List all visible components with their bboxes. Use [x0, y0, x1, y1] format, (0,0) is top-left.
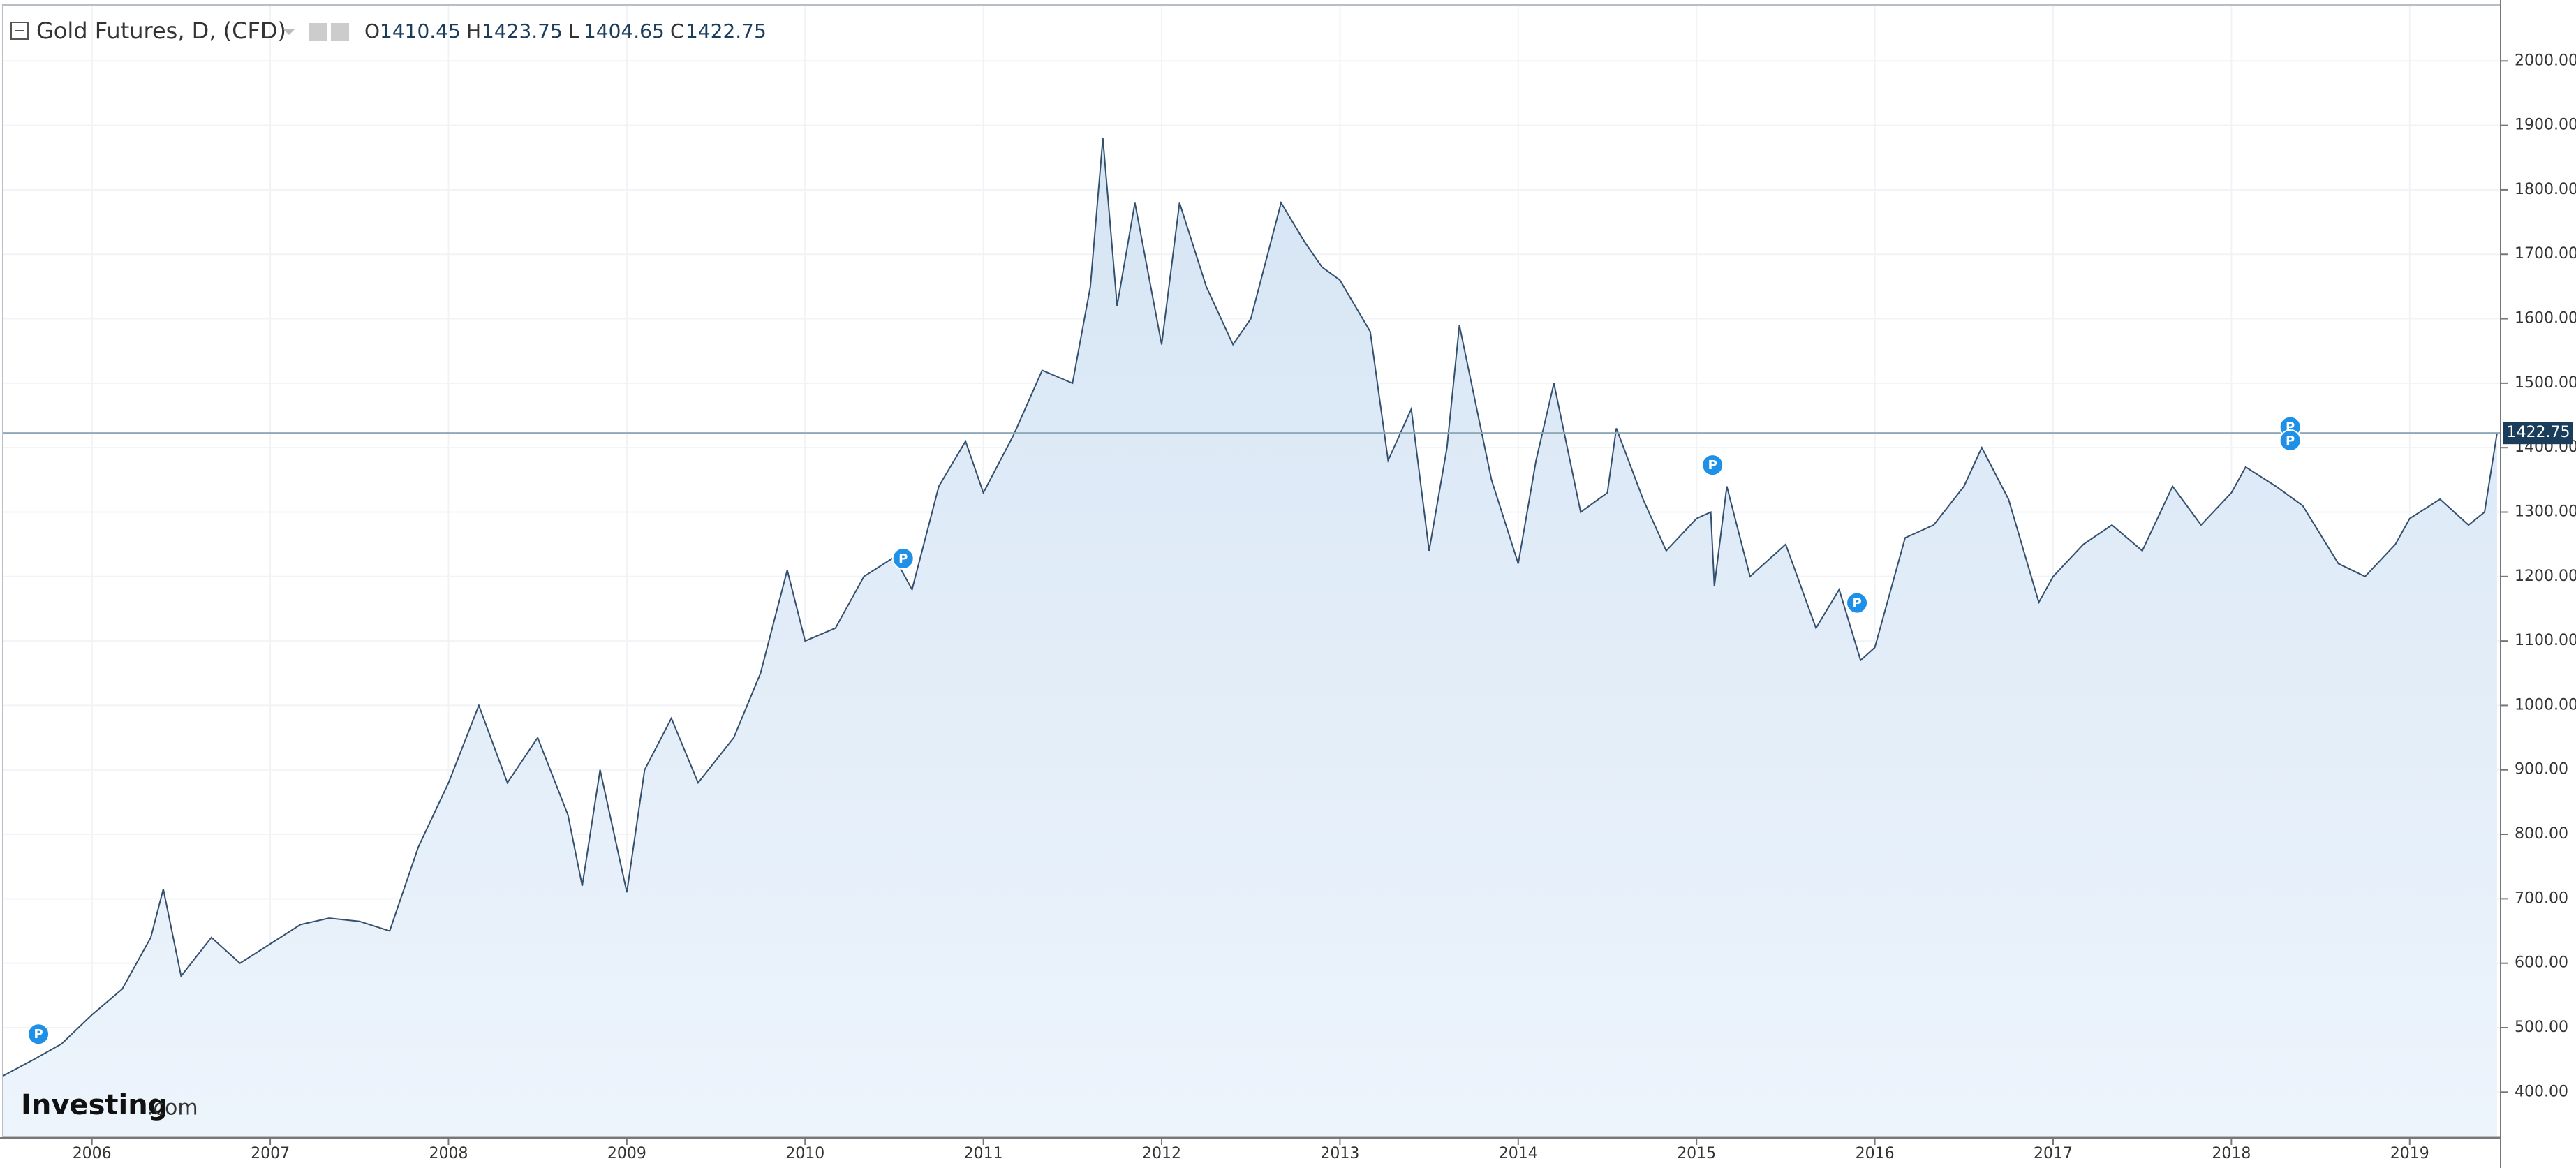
settings-icon[interactable] [309, 23, 327, 41]
y-tick-label: 500.00 [2515, 1019, 2568, 1036]
logo: Investing .com [21, 1089, 198, 1121]
event-label: P [1852, 596, 1861, 611]
y-tick-label: 1000.00 [2515, 696, 2576, 714]
x-tick-label: 2015 [1677, 1145, 1716, 1162]
event-label: P [2286, 434, 2295, 448]
ohlc-label: O [364, 20, 380, 43]
x-tick-label: 2010 [785, 1145, 824, 1162]
x-tick-label: 2019 [2390, 1145, 2429, 1162]
y-tick-label: 700.00 [2515, 889, 2568, 907]
ohlc-label: C [670, 20, 684, 43]
chart-title: Gold Futures, D, (CFD) [36, 17, 286, 44]
x-tick-label: 2014 [1499, 1145, 1538, 1162]
x-tick-label: 2007 [251, 1145, 290, 1162]
x-tick-label: 2006 [73, 1145, 112, 1162]
event-marker[interactable] [1846, 591, 1869, 614]
y-tick-label: 900.00 [2515, 761, 2568, 778]
x-tick-label: 2012 [1142, 1145, 1181, 1162]
price-line [2, 138, 2498, 1077]
ohlc-value: 1422.75 [686, 20, 767, 43]
ohlc-value: 1410.45 [380, 20, 461, 43]
x-tick-label: 2018 [2212, 1145, 2251, 1162]
event-marker[interactable] [27, 1023, 50, 1046]
x-tick-label: 2016 [1856, 1145, 1895, 1162]
y-tick-label: 1900.00 [2515, 117, 2576, 134]
y-tick-label: 800.00 [2515, 825, 2568, 843]
y-tick-label: 600.00 [2515, 954, 2568, 972]
y-tick-label: 1800.00 [2515, 181, 2576, 198]
event-marker[interactable] [2279, 429, 2302, 452]
ohlc-value: 1404.65 [584, 20, 665, 43]
y-tick-label: 2000.00 [2515, 52, 2576, 69]
legend-header: Gold Futures, D, (CFD) [10, 17, 349, 44]
y-tick-label: 1200.00 [2515, 568, 2576, 585]
event-label: P [1708, 458, 1717, 473]
ohlc-label: L [568, 20, 579, 43]
event-label: P [34, 1027, 43, 1042]
y-tick-label: 1100.00 [2515, 632, 2576, 649]
y-tick-label: 1700.00 [2515, 245, 2576, 263]
event-marker[interactable] [1701, 454, 1724, 477]
ohlc-label: H [466, 20, 481, 43]
collapse-icon[interactable] [10, 22, 29, 40]
y-tick-label: 400.00 [2515, 1083, 2568, 1100]
x-tick-label: 2009 [607, 1145, 646, 1162]
close-icon[interactable] [331, 23, 349, 41]
x-tick-label: 2008 [429, 1145, 468, 1162]
logo-brand: Investing [21, 1089, 168, 1121]
logo-suffix: .com [147, 1096, 198, 1121]
y-tick-label: 1500.00 [2515, 374, 2576, 392]
last-price-badge [2503, 422, 2573, 445]
y-tick-label: 1300.00 [2515, 503, 2576, 520]
x-tick-label: 2017 [2034, 1145, 2073, 1162]
dropdown-arrow[interactable] [283, 29, 295, 35]
event-marker[interactable] [891, 547, 915, 570]
ohlc-value: 1423.75 [482, 20, 563, 43]
event-label: P [898, 552, 908, 566]
area-fill [3, 138, 2497, 1137]
y-tick-label: 1600.00 [2515, 310, 2576, 327]
last-price-label: 1422.75 [2507, 424, 2570, 441]
x-tick-label: 2011 [964, 1145, 1003, 1162]
x-tick-label: 2013 [1320, 1145, 1359, 1162]
